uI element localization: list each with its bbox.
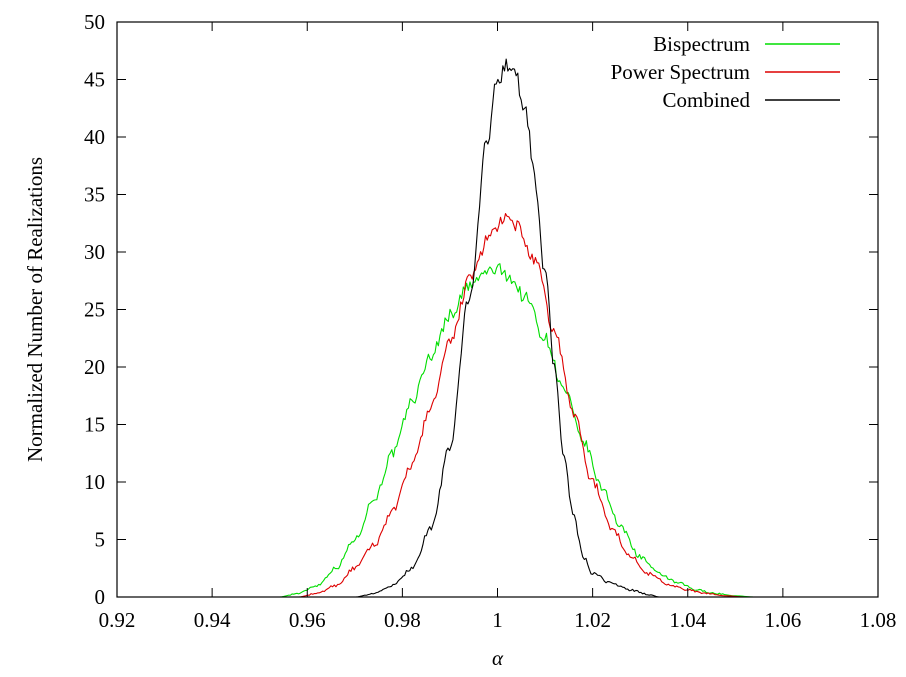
series-line-combined	[354, 58, 660, 598]
legend-label: Bispectrum	[653, 32, 750, 56]
y-tick-label: 5	[95, 528, 106, 552]
x-tick-label: 1.04	[669, 608, 706, 632]
x-tick-label: 1.08	[860, 608, 897, 632]
y-tick-label: 40	[84, 125, 105, 149]
y-tick-label: 10	[84, 470, 105, 494]
y-tick-label: 30	[84, 240, 105, 264]
y-tick-label: 0	[95, 585, 106, 609]
y-tick-label: 45	[84, 68, 105, 92]
series-line-bispectrum	[278, 263, 755, 598]
legend: Bispectrum Power Spectrum Combined	[611, 32, 840, 112]
y-axis-title: Normalized Number of Realizations	[23, 157, 47, 462]
x-axis-title: α	[492, 646, 504, 670]
axes: 0.92 0.94 0.96 0.98 1 1.02 1.04 1.06 1.08 0 5 10 15 2…	[84, 10, 896, 632]
y-tick-label: 20	[84, 355, 105, 379]
x-tick-label: 0.96	[289, 608, 326, 632]
y-tick-label: 25	[84, 298, 105, 322]
x-tick-label: 1.06	[765, 608, 802, 632]
x-tick-label: 0.92	[99, 608, 136, 632]
x-tick-label: 0.94	[194, 608, 231, 632]
series-line-power-spectrum	[297, 213, 745, 598]
y-tick-label: 35	[84, 183, 105, 207]
y-tick-label: 50	[84, 10, 105, 34]
y-tick-label: 15	[84, 413, 105, 437]
plot-frame	[116, 21, 879, 598]
x-tick-label: 1	[492, 608, 503, 632]
x-tick-label: 0.98	[384, 608, 421, 632]
plot-area	[278, 58, 755, 598]
legend-label: Power Spectrum	[611, 60, 750, 84]
legend-label: Combined	[663, 88, 751, 112]
x-tick-label: 1.02	[574, 608, 611, 632]
